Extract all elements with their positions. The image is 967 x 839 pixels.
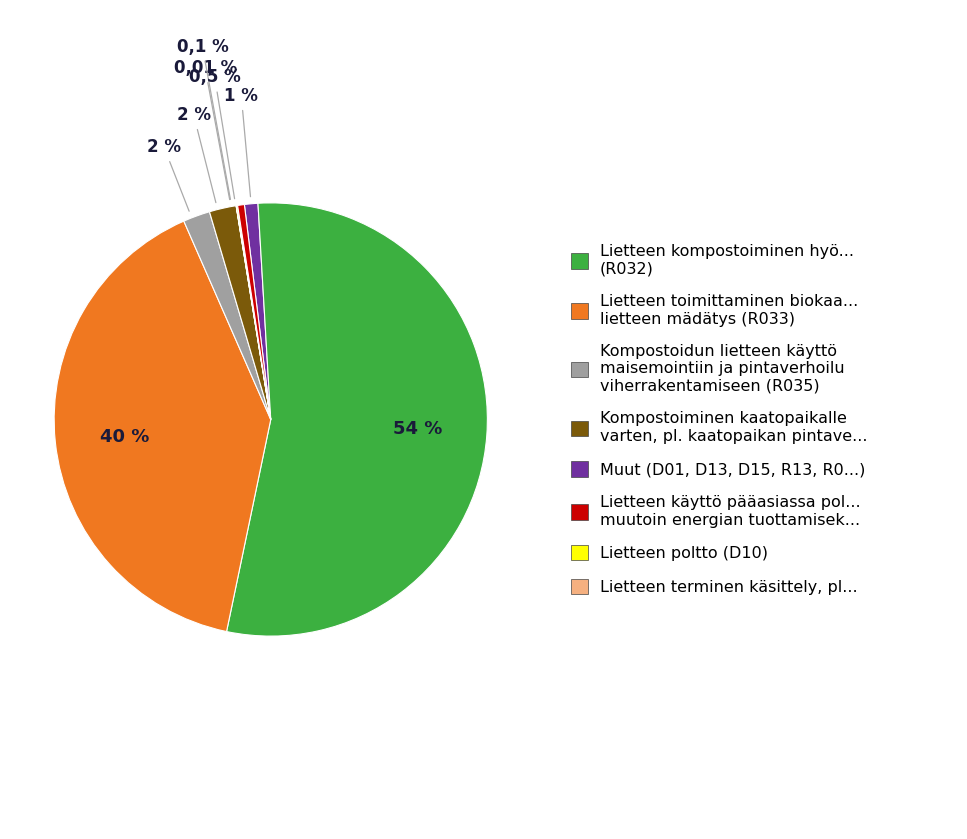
Wedge shape — [236, 206, 271, 420]
Text: 0,01 %: 0,01 % — [173, 60, 237, 200]
Wedge shape — [236, 206, 271, 420]
Text: 0,1 %: 0,1 % — [177, 38, 230, 200]
Wedge shape — [226, 203, 487, 636]
Wedge shape — [54, 221, 271, 632]
Text: 40 %: 40 % — [100, 429, 149, 446]
Wedge shape — [210, 206, 271, 420]
Legend: Lietteen kompostoiminen hyö...
(R032), Lietteen toimittaminen biokaa...
lietteen: Lietteen kompostoiminen hyö... (R032), L… — [571, 244, 867, 595]
Text: 2 %: 2 % — [147, 138, 190, 211]
Text: 1 %: 1 % — [224, 87, 258, 196]
Text: 54 %: 54 % — [393, 420, 443, 438]
Wedge shape — [184, 211, 271, 420]
Text: 0,5 %: 0,5 % — [189, 69, 241, 199]
Text: 2 %: 2 % — [177, 106, 216, 203]
Wedge shape — [238, 205, 271, 420]
Wedge shape — [245, 203, 271, 420]
